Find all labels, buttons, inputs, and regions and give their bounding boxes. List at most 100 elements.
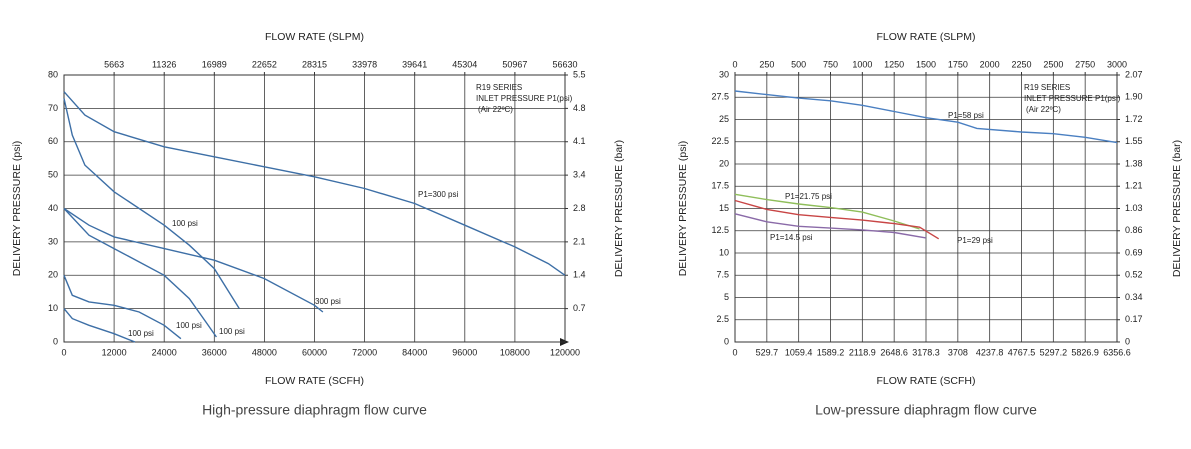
y-tick-label: 25	[719, 114, 729, 124]
y2-tick-label: 2.1	[573, 236, 586, 246]
y-tick-label: 80	[48, 69, 58, 79]
x-tick-label: 529.7	[756, 347, 779, 357]
x-tick-label: 108000	[500, 347, 530, 357]
x2-tick-label: 5663	[104, 59, 124, 69]
y-tick-label: 0	[724, 336, 729, 346]
y-tick-label: 10	[719, 247, 729, 257]
y2-tick-label: 0.52	[1125, 270, 1143, 280]
x2-tick-label: 3000	[1107, 59, 1127, 69]
y-axis-title: DELIVERY PRESSURE (psi)	[677, 141, 689, 277]
x2-tick-label: 22652	[252, 59, 277, 69]
x2-tick-label: 56630	[552, 59, 577, 69]
y-tick-label: 10	[48, 303, 58, 313]
x-tick-label: 6356.6	[1103, 347, 1131, 357]
series-line	[734, 193, 920, 230]
x-tick-label: 1589.2	[817, 347, 845, 357]
x2-tick-label: 1250	[884, 59, 904, 69]
y2-axis-title: DELIVERY PRESSURE (bar)	[613, 140, 625, 277]
y-tick-label: 20	[48, 270, 58, 280]
series-label: 100 psi	[219, 327, 245, 336]
series-line	[734, 90, 1118, 144]
y-tick-label: 2.5	[716, 314, 729, 324]
y-tick-label: 0	[53, 336, 58, 346]
y2-tick-label: 1.03	[1125, 203, 1143, 213]
x-tick-label: 4237.8	[976, 347, 1004, 357]
series-line	[734, 199, 940, 240]
x-tick-label: 2648.6	[880, 347, 908, 357]
y2-tick-label: 4.1	[573, 136, 586, 146]
annotation: (Air 22ºC)	[478, 105, 513, 114]
x-axis-title: FLOW RATE (SCFH)	[265, 375, 364, 387]
x2-tick-label: 33978	[352, 59, 377, 69]
y2-tick-label: 2.07	[1125, 69, 1143, 79]
x-tick-label: 36000	[202, 347, 227, 357]
series-label: P1=14.5 psi	[770, 233, 813, 242]
y-tick-label: 17.5	[711, 181, 729, 191]
x-tick-label: 2118.9	[849, 347, 876, 357]
y2-tick-label: 1.55	[1125, 136, 1143, 146]
y2-tick-label: 5.5	[573, 69, 586, 79]
x2-tick-label: 50967	[502, 59, 527, 69]
y2-tick-label: 0	[1125, 336, 1130, 346]
y-tick-label: 60	[48, 136, 58, 146]
x2-tick-label: 2500	[1043, 59, 1063, 69]
y-tick-label: 27.5	[711, 92, 729, 102]
y2-tick-label: 0.34	[1125, 292, 1143, 302]
x2-tick-label: 2250	[1011, 59, 1031, 69]
x2-tick-label: 750	[823, 59, 838, 69]
x-tick-label: 3708	[948, 347, 968, 357]
y2-tick-label: 1.90	[1125, 92, 1143, 102]
series-label: 300 psi	[315, 297, 341, 306]
series-label: P1=300 psi	[418, 190, 458, 199]
chart-caption: Low-pressure diaphragm flow curve	[815, 402, 1037, 418]
x-tick-label: 72000	[352, 347, 377, 357]
series-line	[734, 213, 927, 239]
x-tick-label: 5826.9	[1071, 347, 1099, 357]
x2-tick-label: 250	[759, 59, 774, 69]
y-tick-label: 50	[48, 170, 58, 180]
y-tick-label: 15	[719, 203, 729, 213]
series-line	[63, 308, 136, 343]
x2-tick-label: 11326	[152, 59, 176, 69]
y-axis-title: DELIVERY PRESSURE (psi)	[11, 141, 23, 277]
x-tick-label: 3178.3	[912, 347, 940, 357]
x2-tick-label: 1750	[948, 59, 968, 69]
series-label: P1=58 psi	[948, 111, 984, 120]
x2-tick-label: 2000	[980, 59, 1000, 69]
x2-tick-label: 45304	[452, 59, 477, 69]
x-tick-label: 48000	[252, 347, 277, 357]
x-tick-label: 84000	[402, 347, 427, 357]
annotation: INLET PRESSURE P1(psi)	[1024, 94, 1121, 103]
x2-tick-label: 1500	[916, 59, 936, 69]
y2-tick-label: 1.38	[1125, 158, 1143, 168]
series-label: P1=29 psi	[957, 236, 993, 245]
y-tick-label: 22.5	[711, 136, 729, 146]
y2-tick-label: 0.69	[1125, 247, 1143, 257]
series-line	[63, 207, 324, 313]
y2-tick-label: 0.86	[1125, 225, 1143, 235]
x-tick-label: 60000	[302, 347, 327, 357]
y-tick-label: 30	[719, 69, 729, 79]
x2-tick-label: 28315	[302, 59, 327, 69]
annotation: R19 SERIES	[1024, 83, 1070, 92]
x-axis-title: FLOW RATE (SCFH)	[877, 375, 976, 387]
series-label: 100 psi	[128, 329, 154, 338]
y2-tick-label: 1.4	[573, 270, 586, 280]
series-line	[63, 275, 182, 340]
y2-tick-label: 0.7	[573, 303, 586, 313]
y2-tick-label: 3.4	[573, 170, 586, 180]
y2-tick-label: 1.72	[1125, 114, 1143, 124]
x2-tick-label: 16989	[202, 59, 227, 69]
y2-axis-title: DELIVERY PRESSURE (bar)	[1171, 140, 1183, 277]
y-tick-label: 20	[719, 158, 729, 168]
y2-tick-label: 1.21	[1125, 181, 1143, 191]
y2-tick-label: 0.17	[1125, 314, 1143, 324]
y-tick-label: 12.5	[711, 225, 729, 235]
x2-axis-title: FLOW RATE (SLPM)	[265, 31, 364, 43]
annotation: R19 SERIES	[476, 83, 522, 92]
annotation: INLET PRESSURE P1(psi)	[476, 94, 573, 103]
x-tick-label: 120000	[550, 347, 580, 357]
y2-tick-label: 2.8	[573, 203, 586, 213]
annotation: (Air 22ºC)	[1026, 105, 1061, 114]
